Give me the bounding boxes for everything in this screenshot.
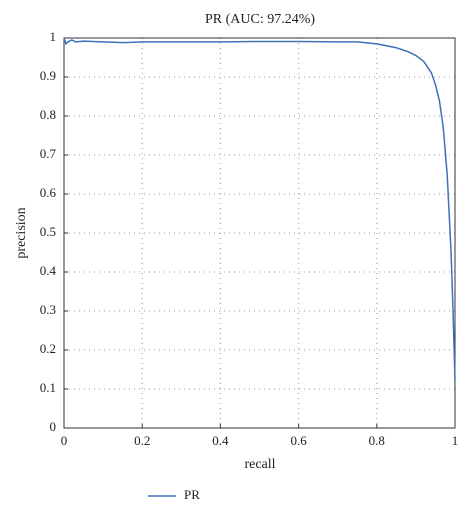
x-tick-label: 0.8	[369, 433, 385, 448]
y-tick-label: 0.2	[40, 341, 56, 356]
legend-label: PR	[184, 487, 200, 502]
y-tick-label: 0.1	[40, 380, 56, 395]
y-tick-label: 0.4	[40, 263, 57, 278]
x-tick-label: 1	[452, 433, 459, 448]
y-axis-label: precision	[14, 207, 29, 258]
y-tick-label: 0.3	[40, 302, 56, 317]
x-axis-label: recall	[244, 457, 275, 472]
x-tick-label: 0	[61, 433, 68, 448]
y-tick-label: 1	[50, 29, 57, 44]
y-tick-label: 0.8	[40, 107, 56, 122]
x-tick-label: 0.6	[290, 433, 307, 448]
x-tick-label: 0.4	[212, 433, 229, 448]
plot-frame	[63, 37, 456, 429]
y-tick-label: 0.9	[40, 68, 56, 83]
x-tick-label: 0.2	[134, 433, 150, 448]
chart-title: PR (AUC: 97.24%)	[205, 12, 315, 27]
y-tick-label: 0.6	[40, 185, 57, 200]
pr-line	[63, 37, 456, 382]
y-tick-label: 0.5	[40, 224, 56, 239]
y-tick-label: 0	[50, 419, 57, 434]
y-tick-label: 0.7	[40, 146, 57, 161]
